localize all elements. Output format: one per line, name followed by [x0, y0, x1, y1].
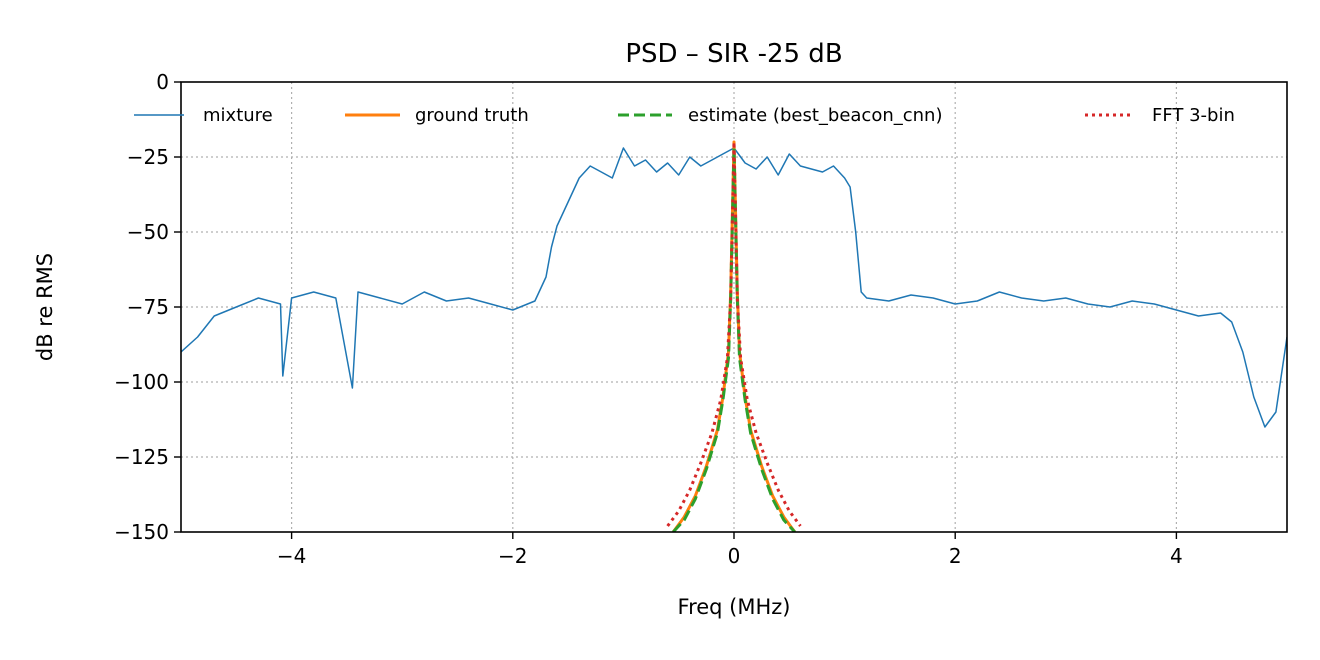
x-tick-label: 2	[949, 544, 962, 568]
x-tick-label: −4	[277, 544, 306, 568]
y-tick-label: −100	[114, 370, 169, 394]
series-line-2	[672, 146, 796, 532]
chart-title: PSD – SIR -25 dB	[625, 39, 842, 69]
x-tick-label: 0	[728, 544, 741, 568]
legend-label-ground-truth: ground truth	[415, 105, 529, 126]
x-axis-label: Freq (MHz)	[678, 595, 791, 619]
y-tick-label: 0	[156, 70, 169, 94]
series-line-3	[666, 140, 802, 527]
x-axis-ticks: −4 −2 0 2 4	[277, 532, 1183, 568]
y-tick-label: −25	[127, 145, 169, 169]
legend: mixture ground truth estimate (best_beac…	[134, 105, 1235, 126]
y-tick-label: −150	[114, 520, 169, 544]
series-line-0	[181, 147, 1287, 428]
x-tick-label: 4	[1170, 544, 1183, 568]
y-tick-label: −50	[127, 220, 169, 244]
y-axis-label: dB re RMS	[33, 253, 57, 361]
y-axis-ticks: 0 −25 −50 −75 −100 −125 −150	[114, 70, 181, 544]
y-tick-label: −75	[127, 295, 169, 319]
legend-label-mixture: mixture	[203, 105, 273, 126]
x-tick-label: −2	[498, 544, 527, 568]
legend-label-fft-3-bin: FFT 3-bin	[1152, 105, 1235, 126]
series-group	[181, 140, 1287, 532]
legend-label-estimate: estimate (best_beacon_cnn)	[688, 105, 942, 126]
y-tick-label: −125	[114, 445, 169, 469]
